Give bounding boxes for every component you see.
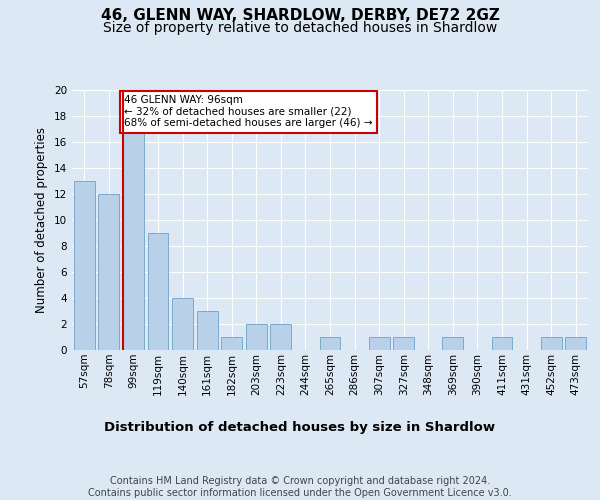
Bar [271,324,292,350]
Bar [74,181,95,350]
Text: 46, GLENN WAY, SHARDLOW, DERBY, DE72 2GZ: 46, GLENN WAY, SHARDLOW, DERBY, DE72 2GZ [101,8,499,22]
Text: Size of property relative to detached houses in Shardlow: Size of property relative to detached ho… [103,21,497,35]
Bar [368,337,389,350]
Bar [393,337,414,350]
Bar [148,233,169,350]
Bar [98,194,119,350]
Bar [565,337,586,350]
Bar [172,298,193,350]
Text: Contains HM Land Registry data © Crown copyright and database right 2024.
Contai: Contains HM Land Registry data © Crown c… [88,476,512,498]
Bar [197,311,218,350]
Text: Distribution of detached houses by size in Shardlow: Distribution of detached houses by size … [104,421,496,434]
Bar [491,337,512,350]
Y-axis label: Number of detached properties: Number of detached properties [35,127,49,313]
Bar [442,337,463,350]
Bar [320,337,340,350]
Bar [123,103,144,350]
Bar [221,337,242,350]
Bar [246,324,267,350]
Bar [541,337,562,350]
Text: 46 GLENN WAY: 96sqm
← 32% of detached houses are smaller (22)
68% of semi-detach: 46 GLENN WAY: 96sqm ← 32% of detached ho… [124,95,373,128]
